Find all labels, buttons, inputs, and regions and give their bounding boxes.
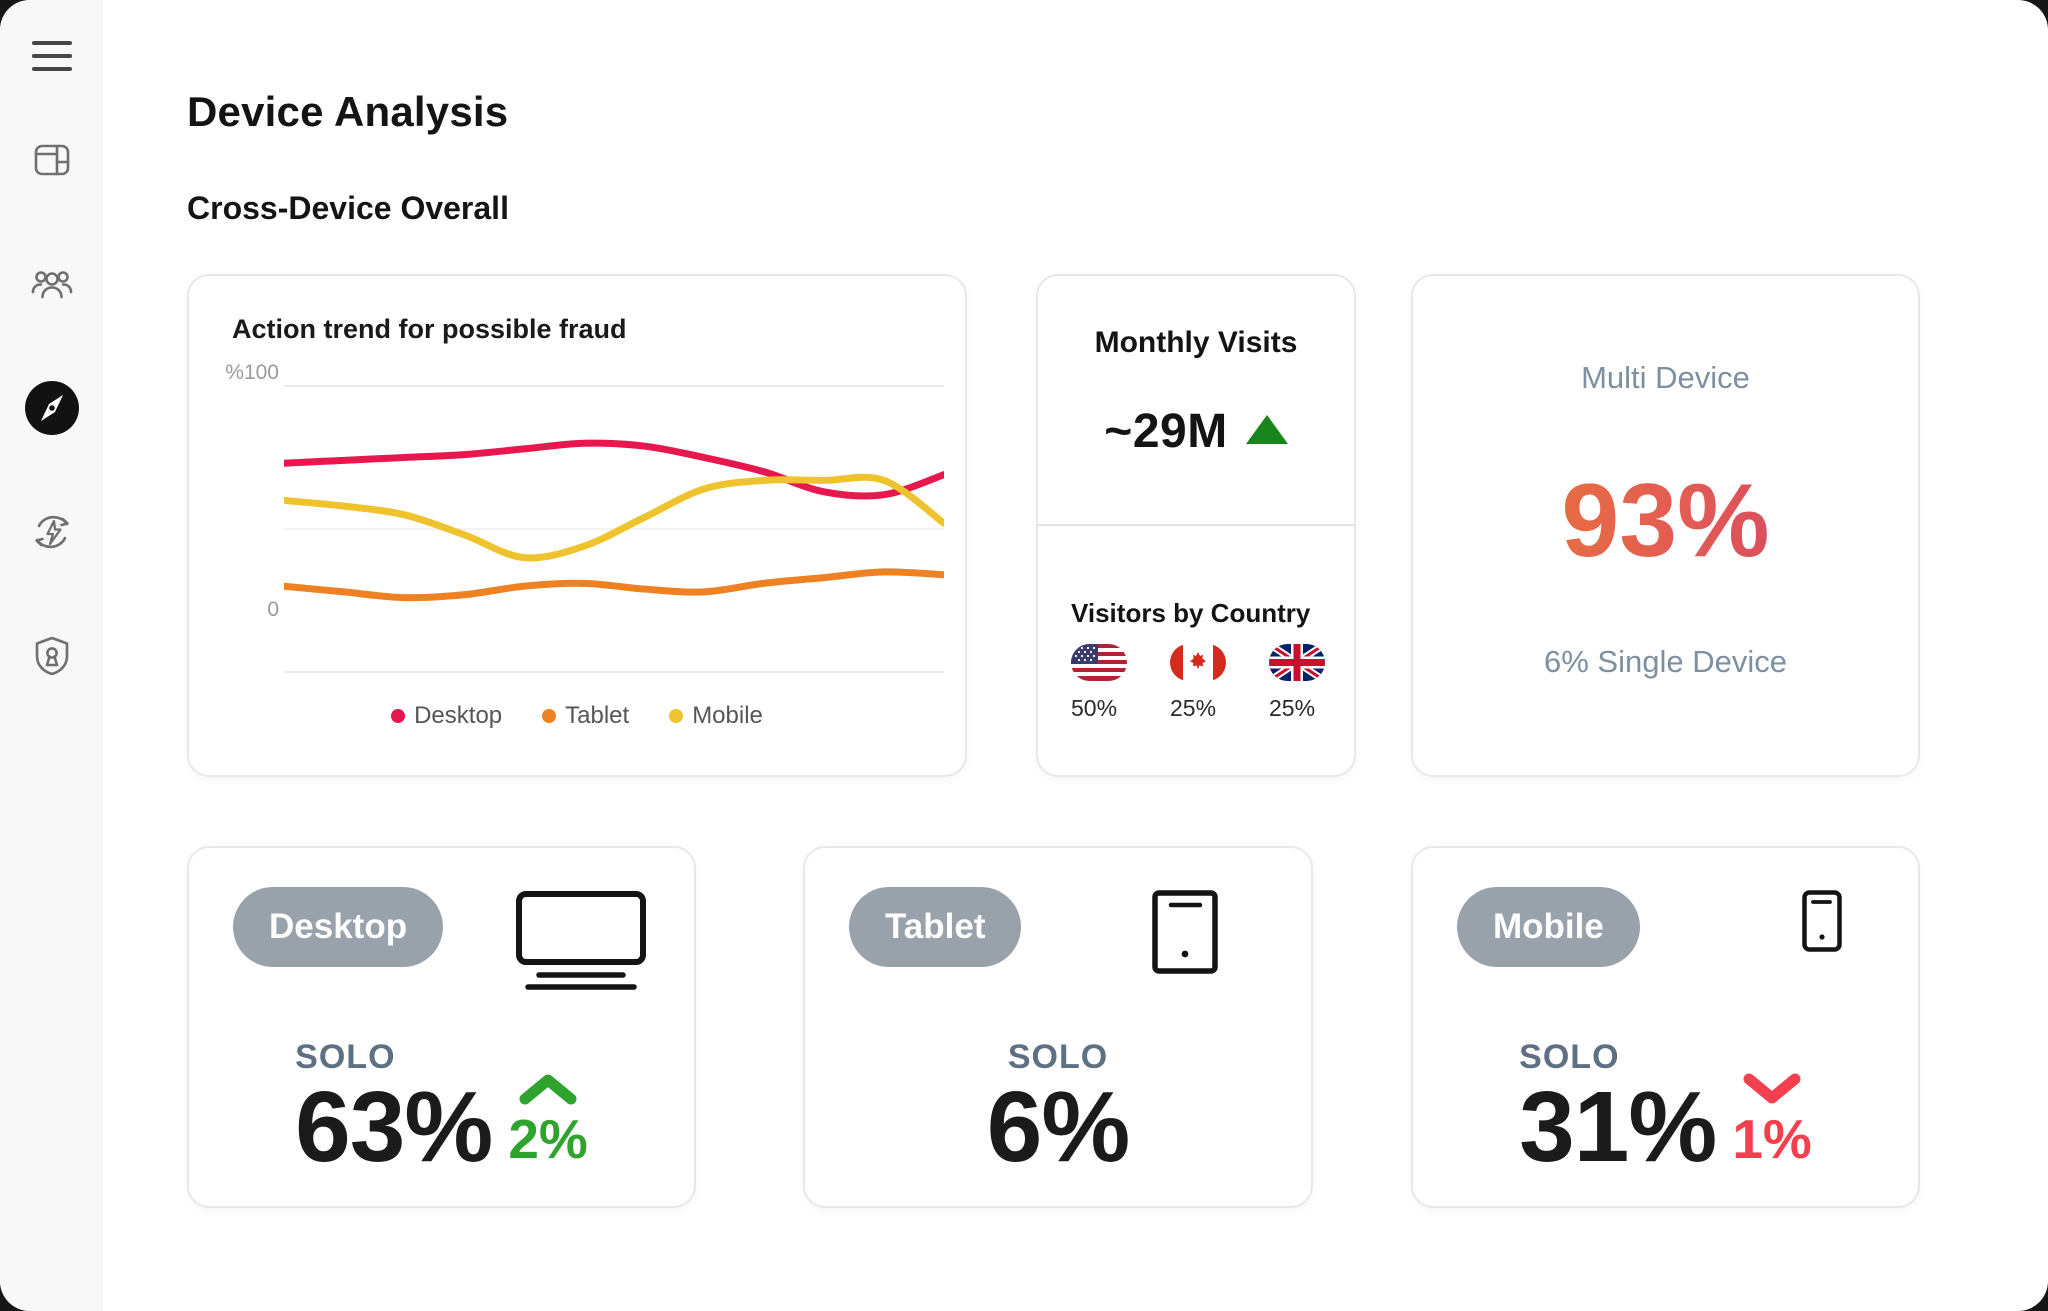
legend-dot-desktop	[391, 709, 406, 723]
us-flag-icon	[1071, 644, 1127, 686]
delta-value: 1%	[1732, 1108, 1812, 1170]
visitors-by-country-title: Visitors by Country	[1071, 598, 1311, 628]
sidebar-item-dashboard[interactable]	[24, 134, 80, 190]
solo-stat-group: SOLO 6%	[805, 1038, 1311, 1183]
delta-value: 2%	[508, 1108, 588, 1170]
fraud-chart-lines	[284, 439, 944, 602]
country-share: 25%	[1269, 695, 1316, 721]
solo-label: SOLO	[1519, 1038, 1620, 1076]
solo-value: 63%	[295, 1071, 493, 1183]
sync-energy-icon	[29, 509, 75, 560]
section-title: Cross-Device Overall	[187, 190, 509, 226]
legend-item-tablet: Tablet	[542, 702, 629, 730]
country-share: 50%	[1071, 695, 1118, 721]
y-axis-top-label: %100	[225, 361, 279, 384]
single-device-subtext: 6% Single Device	[1544, 644, 1787, 679]
legend-label: Desktop	[414, 702, 503, 729]
card-divider	[1038, 524, 1354, 526]
monthly-visits-value: ~29M	[1104, 405, 1228, 458]
multi-device-value: 93%	[1413, 462, 1918, 581]
sidebar-item-compass[interactable]	[24, 380, 80, 438]
mobile-solo-card: Mobile SOLO 31% 1%	[1411, 846, 1920, 1208]
menu-icon[interactable]	[31, 36, 72, 76]
trend-up-triangle-icon	[1245, 414, 1288, 449]
desktop-monitor-icon	[515, 890, 647, 997]
tablet-icon	[1152, 890, 1218, 979]
country-canada: 25%	[1170, 644, 1226, 722]
legend-dot-mobile	[669, 709, 684, 723]
device-badge: Tablet	[849, 887, 1022, 967]
sidebar	[0, 0, 103, 1311]
fraud-trend-card: Action trend for possible fraud %100 0 D…	[187, 274, 967, 777]
shield-lock-icon	[29, 633, 75, 684]
solo-stat-group: SOLO 63% 2%	[189, 1038, 694, 1183]
chart-legend: Desktop Tablet Mobile	[189, 702, 965, 730]
y-axis-bottom-label: 0	[267, 598, 279, 621]
solo-label: SOLO	[295, 1038, 396, 1076]
legend-label: Tablet	[565, 702, 630, 729]
country-flags-row: 50% 25%	[1071, 644, 1325, 722]
legend-label: Mobile	[692, 702, 763, 729]
uk-flag-icon	[1269, 644, 1325, 686]
solo-value: 31%	[1519, 1071, 1717, 1183]
legend-item-mobile: Mobile	[669, 702, 763, 730]
solo-label: SOLO	[1007, 1038, 1109, 1076]
fraud-chart-plot	[284, 385, 944, 673]
users-icon	[29, 261, 75, 312]
tablet-solo-card: Tablet SOLO 6%	[803, 846, 1313, 1208]
desktop-solo-card: Desktop SOLO 63% 2%	[187, 846, 696, 1208]
solo-stat-group: SOLO 31% 1%	[1413, 1038, 1918, 1183]
legend-item-desktop: Desktop	[391, 702, 502, 730]
dashboard-layout-icon	[30, 138, 74, 187]
sidebar-item-users[interactable]	[24, 258, 80, 314]
device-badge: Desktop	[233, 887, 444, 967]
sidebar-nav	[24, 134, 80, 686]
legend-dot-tablet	[542, 709, 557, 723]
device-badge: Mobile	[1457, 887, 1640, 967]
chart-title: Action trend for possible fraud	[232, 314, 627, 344]
mobile-phone-icon	[1802, 890, 1842, 957]
sidebar-item-security[interactable]	[24, 630, 80, 686]
delta-indicator: 2%	[508, 1073, 588, 1173]
monthly-visits-value-row: ~29M	[1038, 404, 1354, 459]
chevron-up-icon	[517, 1073, 579, 1110]
country-share: 25%	[1170, 695, 1217, 721]
monthly-visits-card: Monthly Visits ~29M Visitors by Country	[1036, 274, 1356, 777]
monthly-visits-title: Monthly Visits	[1094, 326, 1298, 359]
compass-icon	[23, 379, 81, 442]
delta-indicator: 1%	[1732, 1073, 1812, 1173]
canada-flag-icon	[1170, 644, 1226, 686]
chevron-down-icon	[1741, 1073, 1803, 1110]
multi-device-title: Multi Device	[1581, 360, 1750, 395]
solo-value: 6%	[986, 1071, 1131, 1183]
country-uk: 25%	[1269, 644, 1325, 722]
country-us: 50%	[1071, 644, 1127, 722]
multi-device-card: Multi Device 93% 6% Single Device	[1411, 274, 1920, 777]
sidebar-item-activity[interactable]	[24, 506, 80, 562]
page-title: Device Analysis	[187, 88, 509, 135]
